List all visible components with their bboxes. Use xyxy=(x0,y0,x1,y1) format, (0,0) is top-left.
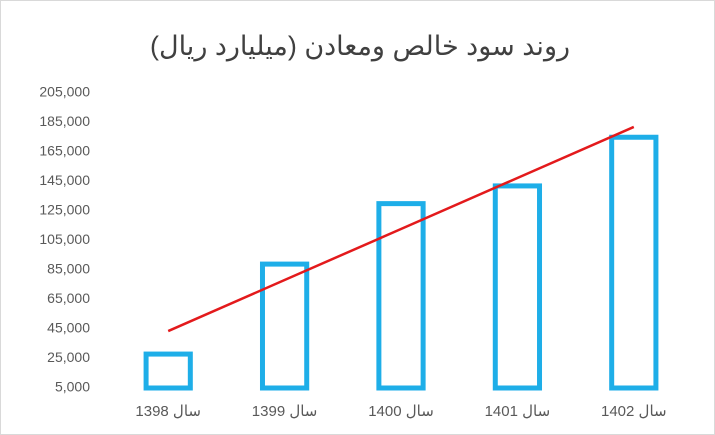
x-tick-label: سال 1400 xyxy=(368,403,434,420)
bar xyxy=(143,351,193,391)
y-tick-label: 105,000 xyxy=(39,231,90,247)
trendline xyxy=(167,125,635,333)
y-tick-label: 165,000 xyxy=(39,143,90,159)
bar xyxy=(376,201,426,391)
y-tick-label: 45,000 xyxy=(47,320,90,336)
bar xyxy=(259,261,310,391)
bar xyxy=(492,183,543,391)
y-tick-label: 205,000 xyxy=(39,84,90,100)
y-tick-label: 85,000 xyxy=(47,261,90,277)
chart-title: روند سود خالص ومعادن (میلیارد ریال) xyxy=(150,31,570,62)
x-tick-label: سال 1398 xyxy=(135,403,201,420)
y-tick-label: 25,000 xyxy=(47,349,90,365)
bar xyxy=(609,134,659,391)
x-tick-label: سال 1399 xyxy=(252,403,318,420)
y-tick-label: 125,000 xyxy=(39,202,90,218)
y-tick-label: 145,000 xyxy=(39,172,90,188)
x-tick-label: سال 1401 xyxy=(485,403,551,420)
y-tick-label: 5,000 xyxy=(55,379,90,395)
y-tick-label: 185,000 xyxy=(39,113,90,129)
x-tick-label: سال 1402 xyxy=(601,403,667,420)
y-tick-label: 65,000 xyxy=(47,290,90,306)
